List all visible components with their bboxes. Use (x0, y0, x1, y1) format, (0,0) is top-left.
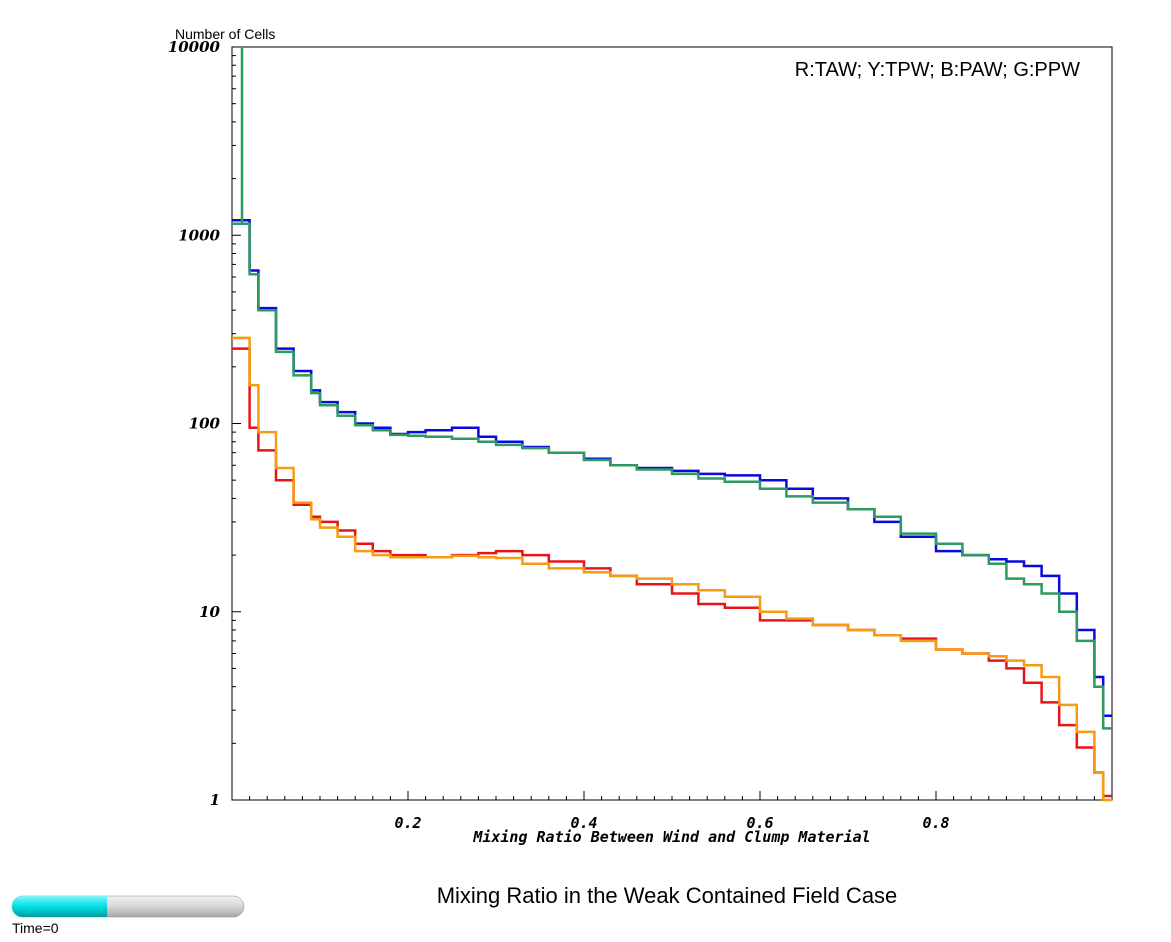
x-tick-label: 0.4 (570, 814, 597, 832)
series-ppw (232, 222, 1112, 730)
axis-ticks (232, 46, 1095, 801)
series-paw (232, 219, 1112, 718)
x-tick-label: 0.8 (922, 814, 949, 832)
y-tick-labels: 1 10 100 1000 10000 (168, 38, 221, 809)
y-tick-label: 1000 (178, 226, 220, 244)
y-tick-label: 100 (189, 415, 221, 433)
series-lines (232, 47, 1112, 802)
time-slider-fill (12, 896, 108, 917)
x-tick-labels: 0.2 0.4 0.6 0.8 (394, 814, 949, 832)
y-axis-label: Number of Cells (175, 26, 275, 42)
time-slider[interactable] (11, 895, 245, 918)
y-tick-label: 1 (210, 791, 220, 809)
x-axis-label: Mixing Ratio Between Wind and Clump Mate… (472, 828, 870, 846)
chart-title: Mixing Ratio in the Weak Contained Field… (437, 883, 898, 908)
x-tick-label: 0.6 (746, 814, 773, 832)
series-tpw (232, 336, 1112, 802)
y-tick-label: 10000 (168, 38, 221, 56)
legend-text: R:TAW; Y:TPW; B:PAW; G:PPW (795, 59, 1080, 81)
series-taw (232, 347, 1112, 798)
y-tick-label: 10 (199, 603, 220, 621)
time-label: Time=0 (12, 920, 59, 936)
x-tick-label: 0.2 (394, 814, 421, 832)
